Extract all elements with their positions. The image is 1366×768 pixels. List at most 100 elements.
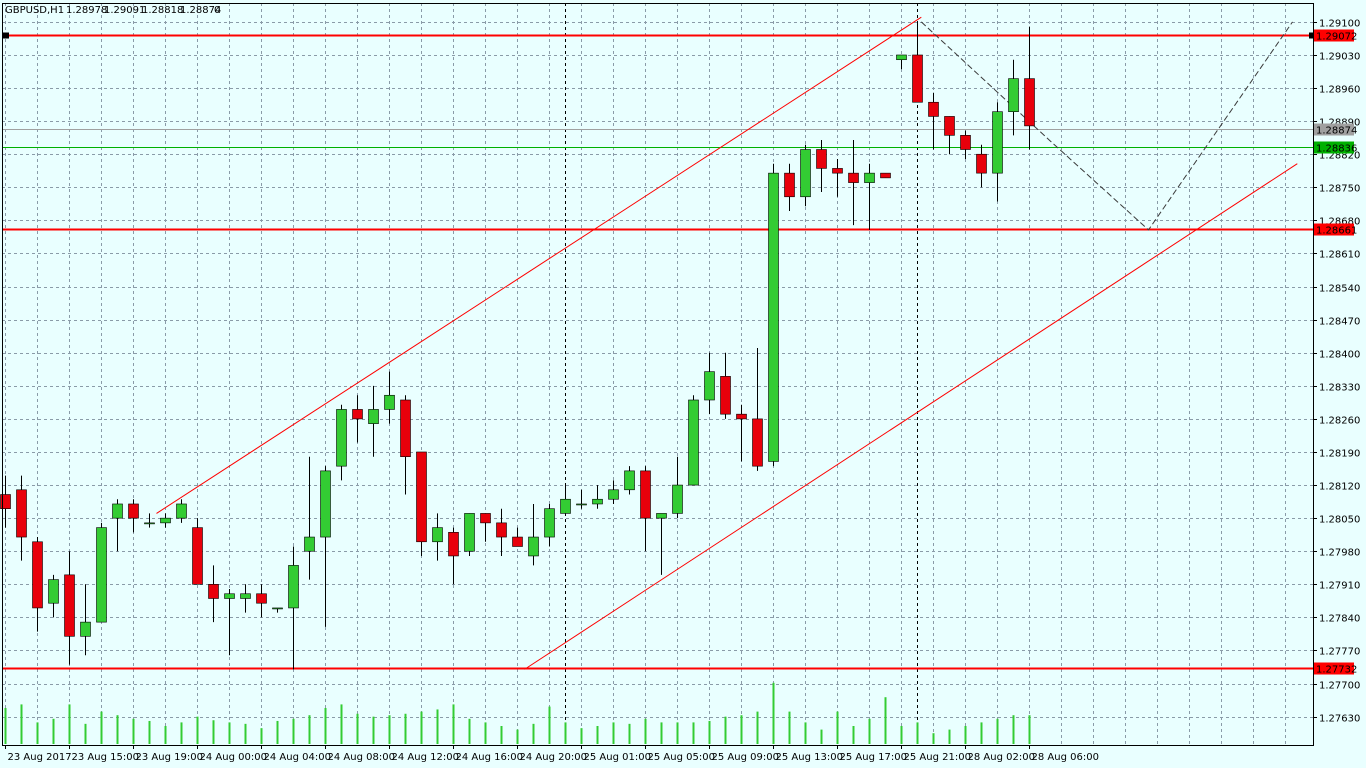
candle-bear (400, 399, 411, 458)
candle-bear (64, 574, 75, 637)
candle-bull (768, 172, 779, 462)
candle-bull (224, 593, 235, 599)
candle-bull (624, 470, 635, 491)
candle-bear (640, 470, 651, 519)
projection-line (920, 21, 1293, 231)
axes: 1.29100 1.29030 1.28960 1.28890 1.28820 1.287… (2, 3, 1360, 763)
candle-bull (240, 593, 251, 599)
time-tick-label: 24 Aug 00:00 (200, 752, 267, 763)
candle-bear (752, 418, 763, 467)
time-tick-label: 25 Aug 01:00 (584, 752, 651, 763)
candle-bear (352, 409, 363, 420)
candle-bear (256, 593, 267, 604)
time-tick-label: 24 Aug 08:00 (328, 752, 395, 763)
time-tick-label: 24 Aug 04:00 (264, 752, 331, 763)
candle-bull (48, 579, 59, 604)
time-tick-label: 24 Aug 12:00 (392, 752, 459, 763)
price-tick-label: 1.27980 (1319, 548, 1360, 559)
candle-bear (1024, 78, 1035, 127)
price-tick-label: 1.27840 (1319, 614, 1360, 625)
time-tick-label: 25 Aug 05:00 (648, 752, 715, 763)
ask-price-tag (1314, 141, 1354, 154)
candle-bear (880, 172, 891, 179)
candle-bull (288, 565, 299, 609)
price-labels: 1.29072 1.28661 1.27732 1.28836 1.28874 (1314, 29, 1357, 676)
candle-bull (608, 489, 619, 500)
volume-histogram (4, 682, 1031, 744)
candle-bull (560, 498, 571, 514)
price-tick-label: 1.27630 (1319, 714, 1360, 725)
candle-bear (480, 513, 491, 524)
level-anchor-right (1309, 32, 1315, 39)
candle-bear (944, 116, 955, 136)
level-price-tag (1314, 223, 1354, 236)
bid-price-text: 1.28874 (1316, 126, 1357, 137)
time-tick-label: 23 Aug 19:00 (136, 752, 203, 763)
candle-bear (208, 584, 219, 599)
candle-bull (96, 527, 107, 623)
trend-channel[interactable] (156, 16, 1298, 670)
plot-frame (2, 3, 1314, 746)
candle-bull (464, 513, 475, 552)
price-tick-label: 1.28540 (1319, 284, 1360, 295)
time-tick-label: 24 Aug 20:00 (520, 752, 587, 763)
price-tick-label: 1.29030 (1319, 52, 1360, 63)
time-tick-label: 25 Aug 17:00 (840, 752, 907, 763)
candle-bear (496, 522, 507, 538)
candle-bear (848, 172, 859, 183)
candle-bull (144, 522, 155, 525)
price-tick-label: 1.28610 (1319, 250, 1360, 261)
candle-bull (112, 503, 123, 519)
price-tick-label: 1.28050 (1319, 515, 1360, 526)
candle-bull (592, 498, 603, 505)
candle-bull (432, 527, 443, 543)
level-price-text: 1.29072 (1316, 32, 1357, 43)
candle-bear (416, 451, 427, 543)
horizontal-levels[interactable] (2, 32, 1315, 670)
price-tick-label: 1.28960 (1319, 85, 1360, 96)
candle-bull (864, 172, 875, 183)
candle-bull (672, 484, 683, 514)
candle-bear (928, 101, 939, 117)
candle-bull (528, 536, 539, 557)
candle-bull (336, 409, 347, 467)
price-tick-label: 1.27700 (1319, 681, 1360, 692)
candle-bear (32, 541, 43, 609)
candle-bull (992, 111, 1003, 174)
header-low: 1.28818 (142, 5, 183, 16)
time-tick-label: 23 Aug 2017 (8, 752, 72, 763)
candle-bull (544, 508, 555, 538)
candle-bull (800, 149, 811, 198)
candle-bull (688, 399, 699, 486)
candle-bear (512, 536, 523, 547)
candle-bear (784, 172, 795, 198)
level-price-tag (1314, 662, 1354, 675)
candle-bull (704, 371, 715, 401)
level-price-text: 1.27732 (1316, 665, 1357, 676)
price-tick-label: 1.28470 (1319, 317, 1360, 328)
time-tick-label: 24 Aug 16:00 (456, 752, 523, 763)
candle-bear (16, 489, 27, 538)
price-tick-label: 1.28190 (1319, 449, 1360, 460)
price-tick-label: 1.28820 (1319, 151, 1360, 162)
price-tick-label: 1.28750 (1319, 184, 1360, 195)
candle-bull (656, 513, 667, 519)
candle-bull (1008, 78, 1019, 113)
candle-bear (0, 494, 11, 509)
ask-price-text: 1.28836 (1316, 144, 1357, 155)
candle-bull (368, 409, 379, 424)
candles (0, 21, 1035, 670)
candle-bear (448, 532, 459, 557)
candle-bull (272, 607, 283, 610)
candle-bear (192, 527, 203, 585)
price-tick-label: 1.29100 (1319, 19, 1360, 30)
price-tick-label: 1.28330 (1319, 383, 1360, 394)
time-tick-label: 23 Aug 15:00 (72, 752, 139, 763)
candle-bull (320, 470, 331, 538)
price-tick-label: 1.28260 (1319, 416, 1360, 427)
header-volume-flag: 0 (214, 5, 220, 16)
candle-bear (832, 168, 843, 174)
candle-bull (80, 621, 91, 637)
